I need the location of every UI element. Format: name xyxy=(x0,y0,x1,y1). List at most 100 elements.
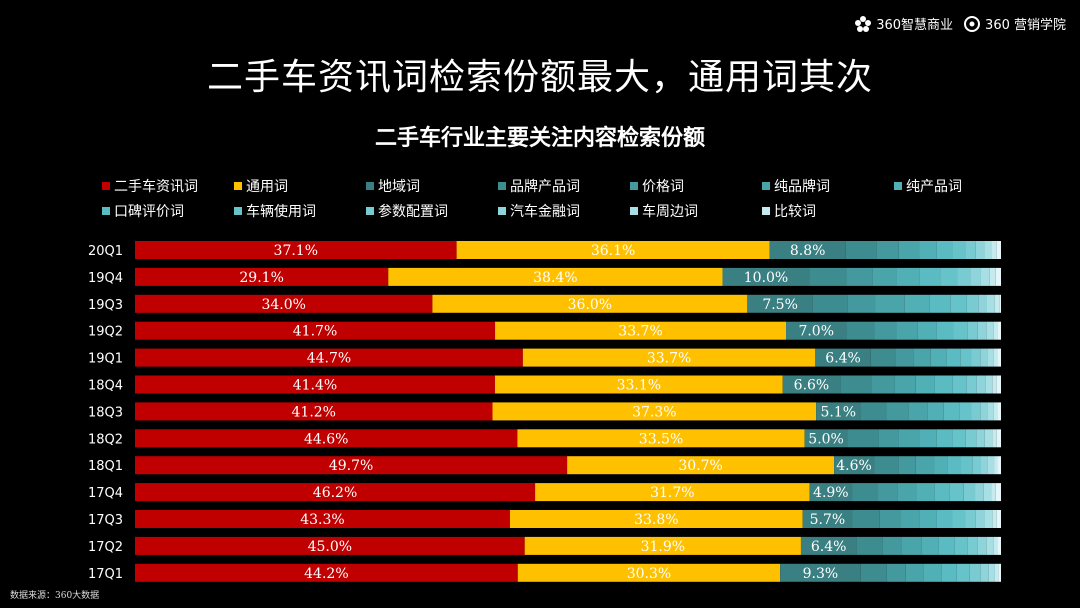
bar-segment xyxy=(898,241,920,259)
legend-swatch xyxy=(894,182,902,190)
bar-segment xyxy=(896,267,920,286)
bar-segment xyxy=(934,375,953,394)
data-label: 8.8% xyxy=(790,243,826,259)
bar-segment xyxy=(975,483,984,502)
bar-segment xyxy=(896,321,918,340)
legend-item: 纯品牌词 xyxy=(762,176,894,196)
bar-segment xyxy=(997,536,1001,555)
legend-item: 参数配置词 xyxy=(366,201,498,221)
data-label: 33.7% xyxy=(647,351,691,367)
data-label: 44.7% xyxy=(307,351,351,367)
bar-segment xyxy=(846,267,873,286)
bar-segment xyxy=(135,402,493,421)
logo-360-smart-business: 360智慧商业 xyxy=(854,14,953,33)
bar-segment xyxy=(995,267,1001,286)
bar-segment xyxy=(494,375,783,394)
bar-segment xyxy=(985,375,993,394)
bar-segment xyxy=(998,563,1001,582)
bar-segment xyxy=(535,483,810,502)
legend-label: 比较词 xyxy=(774,204,816,220)
bar-segment xyxy=(135,294,433,313)
bar-segment xyxy=(929,294,951,313)
legend-swatch xyxy=(102,182,110,190)
page-title: 二手车资讯词检索份额最大，通用词其次 xyxy=(206,57,873,98)
legend-item: 地域词 xyxy=(366,176,498,196)
legend-swatch xyxy=(366,182,374,190)
bar-segment xyxy=(432,294,748,313)
bar-segment xyxy=(980,267,990,286)
bar-segment xyxy=(967,536,978,555)
bar-segment xyxy=(938,536,955,555)
legend-label: 口碑评价词 xyxy=(114,204,184,220)
bar-segment xyxy=(995,483,1001,502)
legend-item: 通用词 xyxy=(234,176,366,196)
bar-segment xyxy=(522,348,816,367)
bar-segment xyxy=(980,402,988,421)
category-label: 19Q4 xyxy=(88,271,123,286)
bar-segment xyxy=(969,563,981,582)
bar-segment xyxy=(950,294,967,313)
legend-label: 车周边词 xyxy=(642,204,698,220)
category-label: 19Q3 xyxy=(88,298,123,313)
data-label: 44.2% xyxy=(304,566,348,582)
bar-segment xyxy=(927,402,944,421)
category-label: 19Q1 xyxy=(88,352,123,367)
bar-segment xyxy=(802,510,853,528)
bar-segment xyxy=(991,241,997,259)
bar-segment xyxy=(135,510,510,528)
bar-segment xyxy=(996,510,1001,528)
data-label: 41.4% xyxy=(293,378,337,394)
bar-segment xyxy=(847,429,879,448)
legend-item: 品牌产品词 xyxy=(498,176,630,196)
bar-segment xyxy=(886,402,909,421)
chart-title: 二手车行业主要关注内容检索份额 xyxy=(374,126,705,151)
bar-segment xyxy=(567,456,835,475)
chart-legend: 二手车资讯词 通用词 地域词 品牌产品词 价格词 纯品牌词 纯产品词 口碑评价词 车辆使用词 参数… xyxy=(102,176,1042,221)
data-label: 33.7% xyxy=(618,324,662,340)
bar-segment xyxy=(919,429,937,448)
bar-segment xyxy=(965,510,976,528)
data-label: 41.7% xyxy=(293,324,337,340)
bar-segment xyxy=(786,321,847,340)
bar-segment xyxy=(987,402,994,421)
bar-segment xyxy=(919,510,937,528)
bar-segment xyxy=(135,536,525,555)
data-label: 38.4% xyxy=(533,270,577,286)
category-label: 17Q1 xyxy=(88,567,123,582)
bar-segment xyxy=(524,536,801,555)
data-label: 36.0% xyxy=(568,297,612,313)
bar-segment xyxy=(872,267,897,286)
bar-segment xyxy=(816,402,861,421)
logo-text-2: 360 营销学院 xyxy=(985,18,1066,33)
data-label: 7.0% xyxy=(798,324,834,340)
bar-segment xyxy=(916,483,935,502)
bar-segment xyxy=(954,536,968,555)
bar-segment xyxy=(135,456,568,475)
bar-segment xyxy=(905,563,924,582)
bar-segment xyxy=(815,348,871,367)
legend-swatch xyxy=(234,182,242,190)
bar-segment xyxy=(517,563,781,582)
bar-segment xyxy=(961,456,973,475)
bar-segment xyxy=(936,321,954,340)
bar-segment xyxy=(981,456,988,475)
data-label: 4.9% xyxy=(813,485,849,501)
bar-segment xyxy=(992,510,997,528)
bar-segment xyxy=(874,321,897,340)
bar-segment xyxy=(840,375,872,394)
bar-segment xyxy=(923,563,942,582)
bar-segment xyxy=(993,536,998,555)
bar-segment xyxy=(882,536,902,555)
bar-segment xyxy=(943,402,960,421)
bar-segment xyxy=(780,563,861,582)
bar-segment xyxy=(388,267,723,286)
bar-segment xyxy=(809,267,847,286)
legend-item: 纯产品词 xyxy=(894,176,1026,196)
bar-segment xyxy=(986,321,994,340)
bar-segment xyxy=(947,456,962,475)
data-label: 5.1% xyxy=(821,404,857,420)
legend-label: 品牌产品词 xyxy=(510,179,580,195)
bar-segment xyxy=(456,241,770,259)
bar-segment xyxy=(852,510,880,528)
bar-segment xyxy=(895,348,914,367)
